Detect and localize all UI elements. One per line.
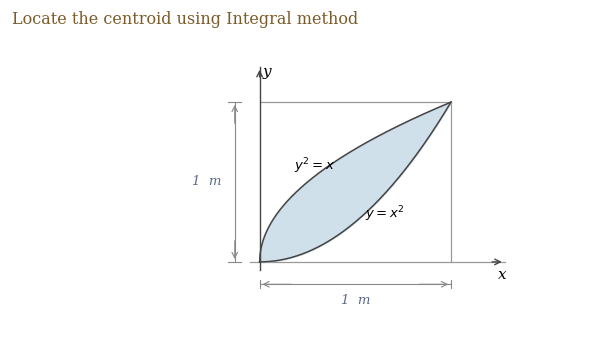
Text: 1  m: 1 m [192,175,222,189]
Text: $y = x^2$: $y = x^2$ [365,204,405,224]
Text: y: y [263,65,272,79]
Text: $y^2 = x$: $y^2 = x$ [294,156,335,176]
Text: x: x [498,268,507,282]
Text: Locate the centroid using Integral method: Locate the centroid using Integral metho… [12,11,358,28]
Text: 1  m: 1 m [341,294,370,307]
